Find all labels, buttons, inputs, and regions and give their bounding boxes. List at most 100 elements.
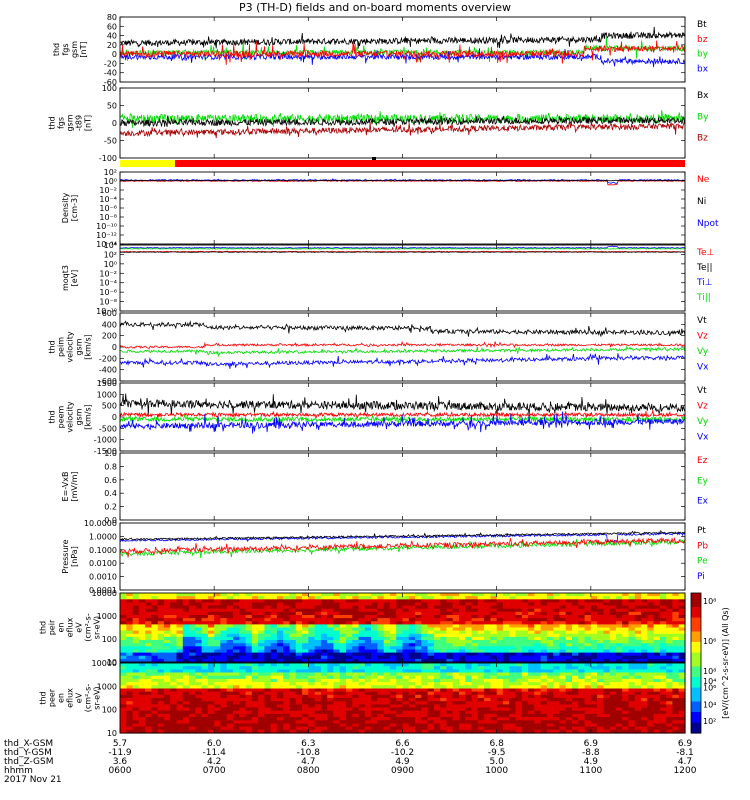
spectro-cell (653, 710, 661, 715)
spectro-cell (220, 678, 228, 683)
spectro-cell (609, 717, 617, 721)
spectro-cell (189, 646, 196, 650)
spectro-cell (402, 701, 410, 705)
spectro-cell (251, 729, 259, 734)
spectro-cell (415, 713, 422, 718)
spectro-cell (371, 678, 378, 683)
spectro-cell (270, 723, 278, 728)
spectro-cell (666, 646, 674, 650)
spectro-cell (233, 646, 240, 650)
spectro-cell (220, 726, 228, 731)
spectro-cell (440, 655, 448, 660)
spectro-cell (502, 658, 510, 663)
spectro-cell (490, 593, 498, 597)
ylabel-peir-eflux: thd peir en eflux eV (cm²-s-sr-eV) (39, 613, 102, 642)
spectro-cell (201, 682, 209, 686)
spectro-cell (396, 646, 404, 650)
spectro-cell (264, 698, 272, 702)
spectro-cell (251, 663, 259, 667)
spectro-cell (383, 704, 391, 709)
spectro-cell (515, 704, 523, 709)
spectro-cell (352, 618, 360, 622)
spectro-cell (333, 611, 341, 616)
footer-value: 6.8 (490, 739, 505, 749)
spectro-cell (609, 688, 617, 693)
spectro-cell (628, 723, 636, 728)
spectro-cell (502, 672, 510, 677)
spectro-cell (502, 720, 510, 725)
spectro-cell (622, 652, 630, 657)
spectro-cell (251, 694, 259, 699)
spectro-cell (440, 608, 448, 613)
spectro-cell (132, 710, 140, 715)
spectro-cell (415, 643, 422, 647)
spectro-cell (314, 630, 322, 635)
spectro-cell (559, 643, 567, 647)
spectro-cell (207, 675, 215, 680)
spectro-cell (327, 649, 335, 654)
spectro-cell (176, 723, 184, 728)
spectro-cell (289, 611, 297, 616)
spectro-cell (484, 649, 491, 654)
ylabel-line: peim (57, 337, 66, 357)
spectro-cell (452, 624, 460, 629)
spectro-cell (358, 658, 366, 663)
ylabel-line: en (57, 693, 66, 703)
spectro-cell (653, 602, 661, 607)
spectro-cell (496, 675, 504, 680)
spectro-cell (546, 608, 554, 613)
spectro-cell (402, 596, 410, 600)
spectro-cell (622, 624, 630, 629)
spectro-cell (302, 701, 309, 705)
spectro-cell (207, 630, 215, 635)
spectro-cell (578, 669, 586, 674)
spectro-cell (597, 688, 604, 693)
series-Vt (119, 393, 686, 417)
spectro-cell (597, 611, 604, 616)
spectro-cell (308, 627, 316, 632)
spectro-cell (389, 624, 397, 629)
spectro-cell (289, 599, 297, 603)
ytick-label: 10⁻⁸ (99, 213, 117, 222)
spectro-cell (459, 694, 466, 699)
spectro-cell (314, 599, 322, 603)
spectro-cell (452, 678, 460, 683)
spectro-cell (415, 602, 422, 607)
spectro-cell (427, 704, 435, 709)
spectro-cell (170, 669, 178, 674)
spectro-cell (339, 596, 347, 600)
spectro-cell (433, 663, 441, 667)
spectro-cell (622, 710, 630, 715)
spectro-cell (565, 627, 573, 632)
spectro-cell (433, 652, 441, 657)
spectro-cell (459, 720, 466, 725)
spectro-cell (346, 663, 353, 667)
spectro-cell (170, 643, 178, 647)
spectro-cell (628, 658, 636, 663)
spectro-cell (647, 726, 655, 731)
spectro-cell (189, 630, 196, 635)
spectro-cell (622, 636, 630, 641)
spectro-cell (578, 640, 586, 644)
ylabel-line: thd (48, 410, 57, 423)
spectro-cell (433, 694, 441, 699)
spectro-cell (622, 685, 630, 690)
spectro-cell (421, 717, 429, 721)
spectro-cell (509, 602, 517, 607)
spectro-cell (207, 713, 215, 718)
spectro-cell (138, 707, 146, 712)
spectro-cell (145, 666, 152, 670)
spectro-cell (484, 691, 491, 696)
ytick-label: 100 (102, 84, 117, 93)
spectro-cell (176, 621, 184, 625)
spectro-cell (270, 636, 278, 641)
spectro-cell (565, 694, 573, 699)
spectro-cell (603, 726, 611, 731)
spectro-cell (427, 707, 435, 712)
spectro-cell (452, 608, 460, 613)
spectro-cell (666, 698, 674, 702)
spectro-cell (622, 701, 630, 705)
spectro-cell (484, 596, 491, 600)
spectro-cell (320, 707, 328, 712)
spectro-cell (258, 678, 265, 683)
